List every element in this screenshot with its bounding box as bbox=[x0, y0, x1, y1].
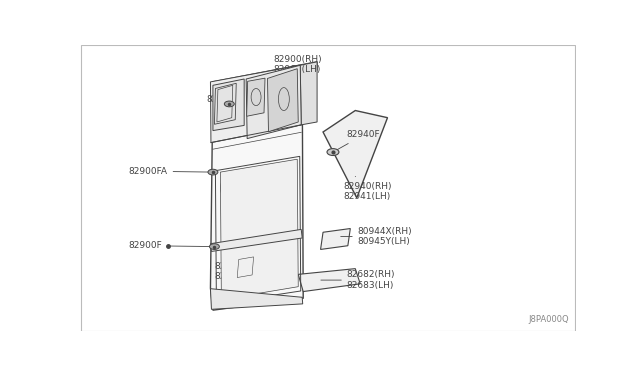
Polygon shape bbox=[300, 62, 317, 125]
Polygon shape bbox=[220, 159, 298, 299]
Text: 82900(RH)
82901(LH): 82900(RH) 82901(LH) bbox=[273, 55, 322, 74]
Polygon shape bbox=[321, 228, 350, 250]
Polygon shape bbox=[211, 65, 303, 310]
Circle shape bbox=[225, 101, 234, 107]
Polygon shape bbox=[246, 78, 265, 116]
Text: 80944X(RH)
80945Y(LH): 80944X(RH) 80945Y(LH) bbox=[340, 227, 412, 246]
Circle shape bbox=[208, 169, 218, 175]
Text: 82940(RH)
82941(LH): 82940(RH) 82941(LH) bbox=[343, 176, 392, 201]
Text: 82900FA: 82900FA bbox=[129, 167, 210, 176]
Circle shape bbox=[209, 244, 220, 250]
Text: J8PA000Q: J8PA000Q bbox=[528, 315, 568, 324]
Text: 82940F: 82940F bbox=[335, 130, 380, 151]
Text: 82682(RH)
82683(LH): 82682(RH) 82683(LH) bbox=[321, 270, 396, 290]
Text: 82900F: 82900F bbox=[129, 241, 212, 250]
Circle shape bbox=[327, 149, 339, 155]
Polygon shape bbox=[211, 289, 303, 309]
Polygon shape bbox=[236, 255, 257, 279]
Polygon shape bbox=[211, 230, 302, 251]
Polygon shape bbox=[298, 269, 360, 292]
Polygon shape bbox=[211, 65, 301, 142]
Polygon shape bbox=[299, 62, 317, 75]
Polygon shape bbox=[268, 69, 298, 132]
Text: 82900F: 82900F bbox=[207, 94, 240, 103]
Polygon shape bbox=[246, 65, 301, 139]
Polygon shape bbox=[213, 79, 244, 131]
Text: 82960(RH)
82961(LH): 82960(RH) 82961(LH) bbox=[214, 262, 262, 281]
Polygon shape bbox=[323, 110, 388, 198]
